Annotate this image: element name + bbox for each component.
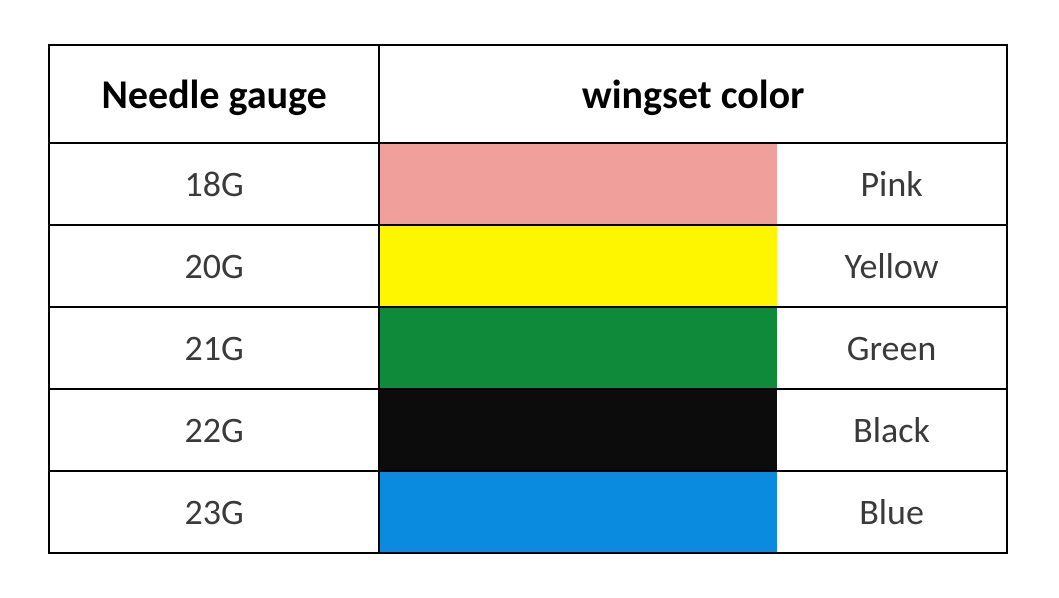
color-swatch [380, 472, 777, 552]
cell-gauge: 21G [49, 307, 379, 389]
header-needle-gauge: Needle gauge [49, 45, 379, 143]
table-row: 20G Yellow [49, 225, 1007, 307]
cell-color-name: Yellow [777, 225, 1007, 307]
cell-gauge: 22G [49, 389, 379, 471]
color-swatch [380, 226, 777, 306]
table-row: 22G Black [49, 389, 1007, 471]
table-row: 23G Blue [49, 471, 1007, 553]
color-swatch [380, 390, 777, 470]
cell-gauge: 23G [49, 471, 379, 553]
needle-gauge-color-table: Needle gauge wingset color 18G Pink 20G … [48, 44, 1008, 554]
cell-swatch [379, 307, 777, 389]
header-wingset-color: wingset color [379, 45, 1007, 143]
cell-swatch [379, 471, 777, 553]
color-swatch [380, 144, 777, 224]
table-row: 18G Pink [49, 143, 1007, 225]
cell-color-name: Green [777, 307, 1007, 389]
cell-color-name: Black [777, 389, 1007, 471]
cell-swatch [379, 225, 777, 307]
table-header-row: Needle gauge wingset color [49, 45, 1007, 143]
cell-color-name: Pink [777, 143, 1007, 225]
color-swatch [380, 308, 777, 388]
table-row: 21G Green [49, 307, 1007, 389]
cell-gauge: 18G [49, 143, 379, 225]
cell-swatch [379, 143, 777, 225]
cell-swatch [379, 389, 777, 471]
cell-color-name: Blue [777, 471, 1007, 553]
cell-gauge: 20G [49, 225, 379, 307]
